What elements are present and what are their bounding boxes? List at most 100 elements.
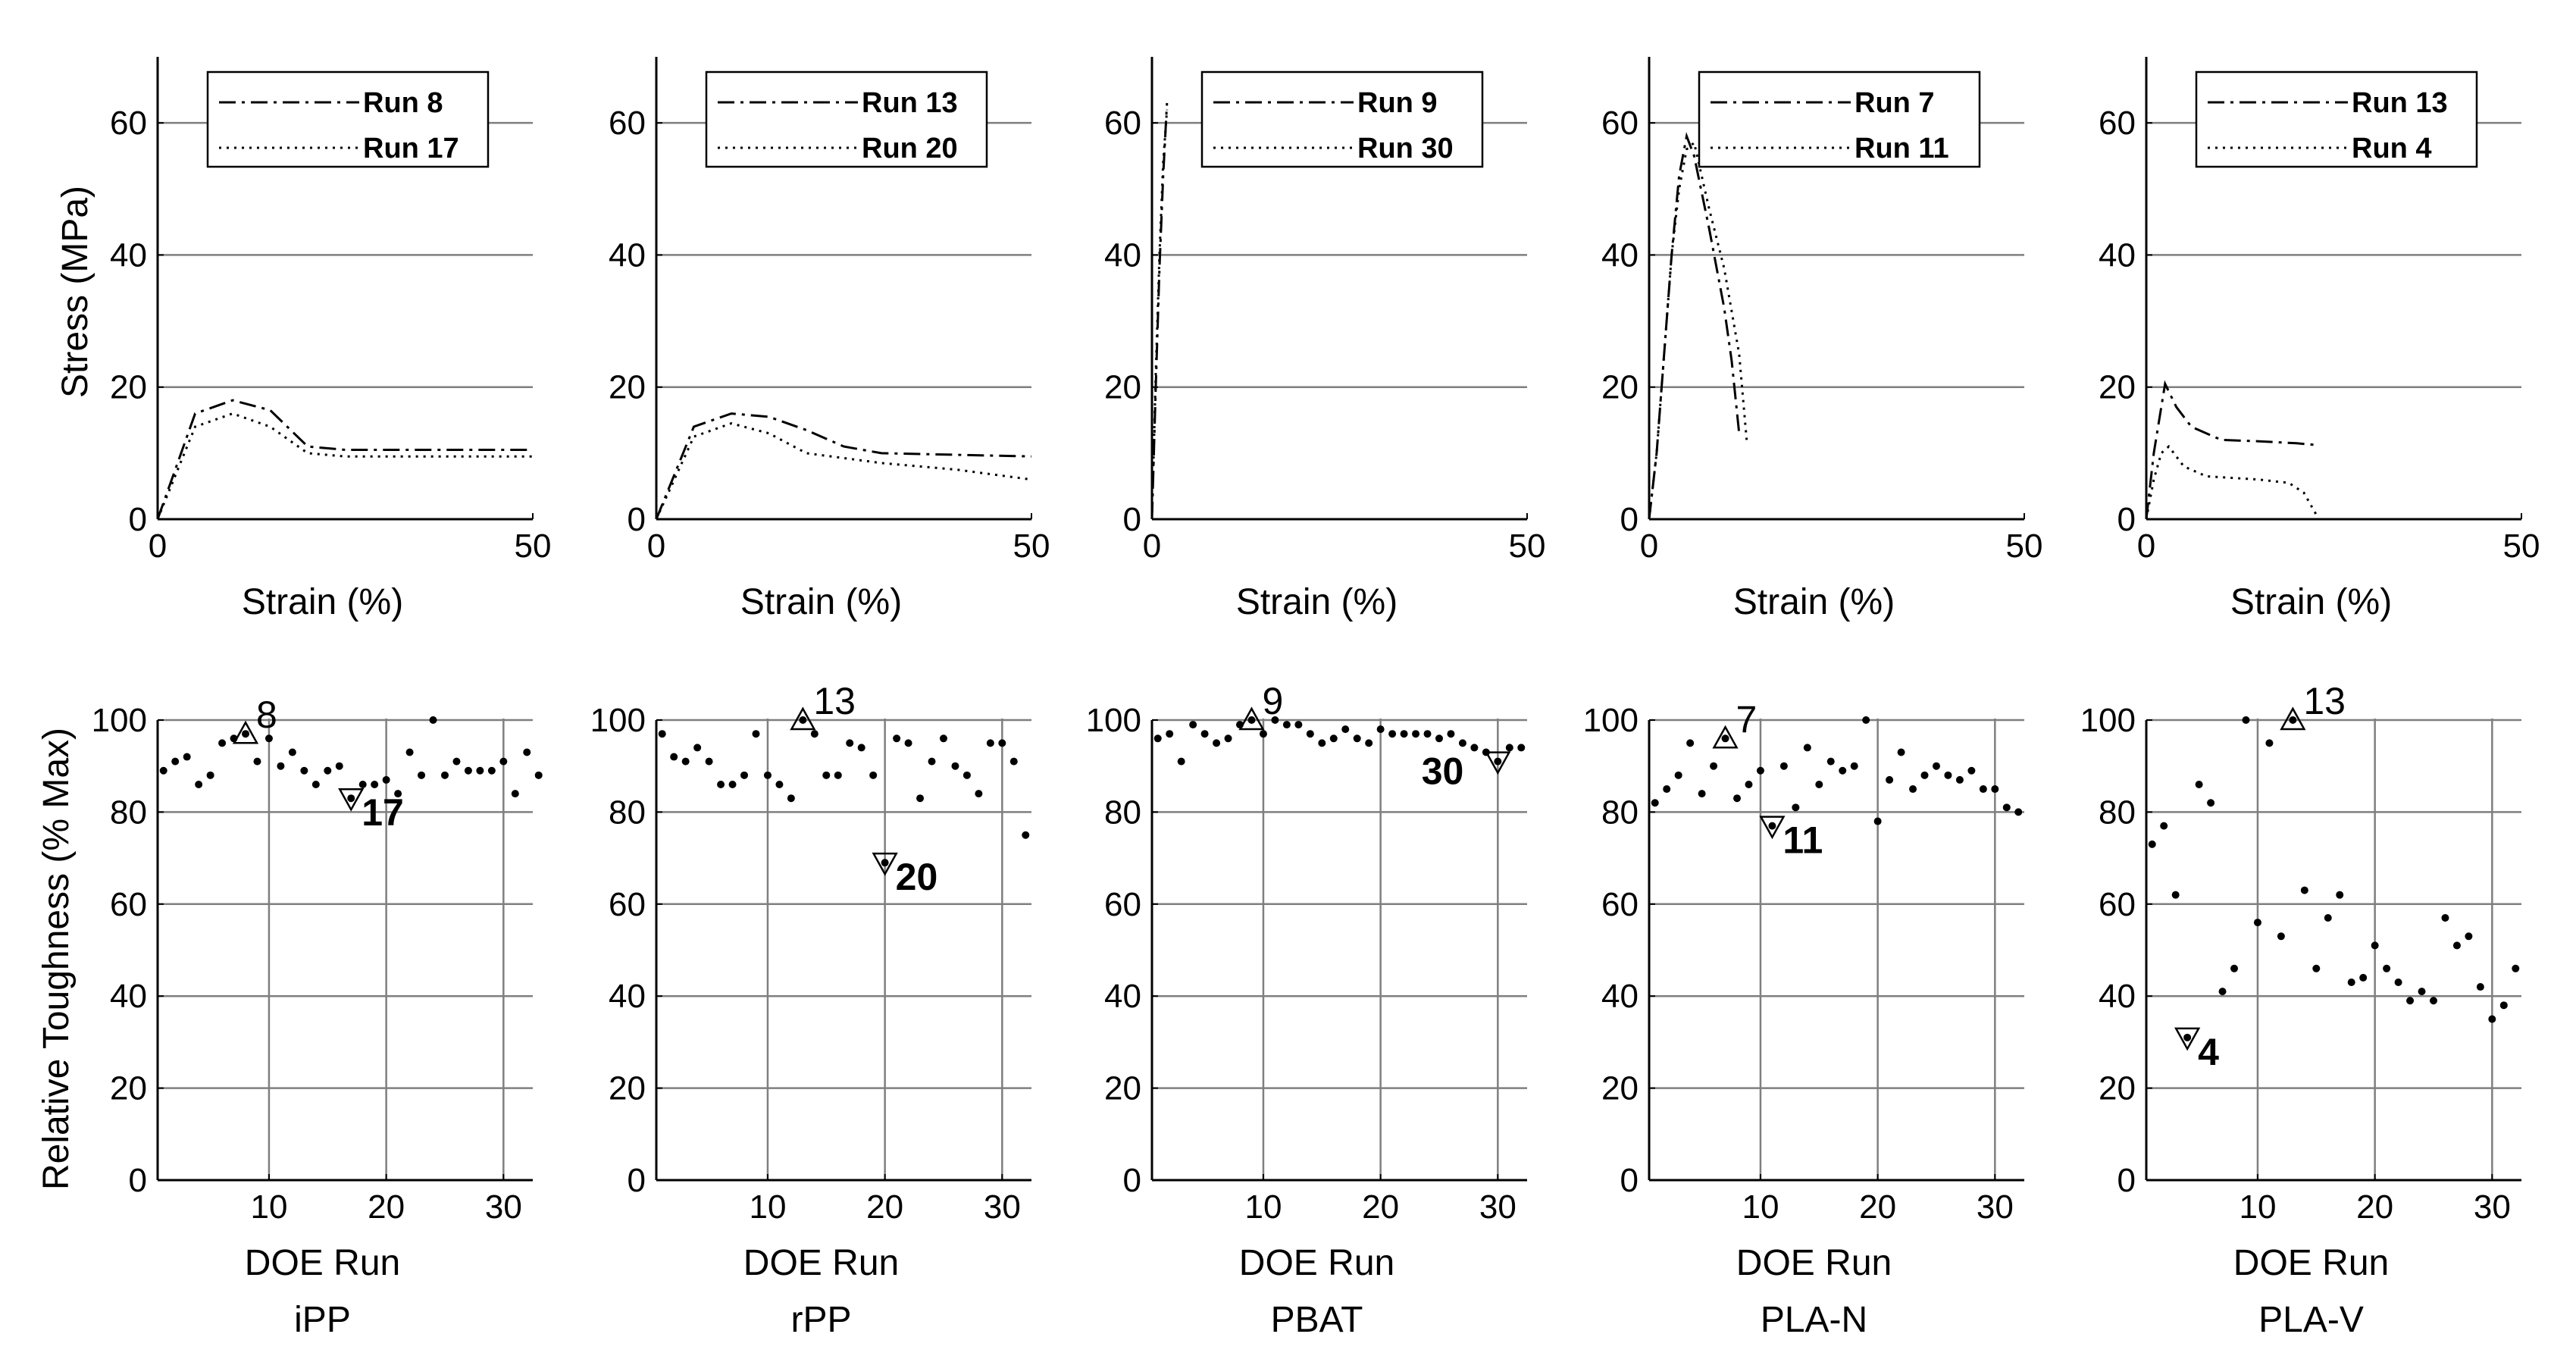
data-point [1815,780,1823,788]
legend-box [1200,70,1484,168]
data-point [810,730,818,738]
data-point [1979,785,1987,794]
legend-box [1698,70,1981,168]
legend: Run 13 Run 20 [705,70,988,168]
data-point [2265,739,2274,747]
data-point [939,734,947,743]
y-tick-label: 20 [2099,369,2136,406]
series-line-a [1648,132,1741,520]
legend-label: Run 17 [363,133,459,164]
data-point [1353,734,1361,743]
max-marker [232,720,259,744]
data-point [1282,721,1291,729]
data-point [752,730,760,738]
x-tick-label: 30 [984,1188,1021,1226]
data-point [1932,762,1940,770]
series-line-a [2145,380,2319,520]
data-point [893,734,901,743]
data-point [2418,988,2426,996]
y-tick-label: 80 [2099,794,2136,831]
y-tick-label: 100 [590,702,646,739]
data-point [1435,734,1443,743]
y-tick-label: 60 [2099,886,2136,923]
min-label: 17 [362,791,404,834]
data-point [1686,739,1695,747]
y-tick-label: 0 [1123,1162,1141,1199]
y-tick-label: 100 [92,702,147,739]
data-point [857,744,865,752]
y-tick-label: 80 [110,794,147,831]
data-point [2253,919,2261,927]
data-point [159,766,167,775]
data-point [405,748,414,756]
x-tick-label: 20 [2356,1188,2393,1226]
min-marker [872,852,898,876]
x-tick-label: 50 [2503,528,2540,565]
series-line-a [156,399,533,520]
min-marker [1485,751,1511,775]
legend-label: Run 7 [1855,87,1935,119]
data-point [2195,780,2203,788]
data-point [799,716,807,724]
data-point [1376,725,1385,734]
data-point [2230,964,2239,972]
data-point [1873,817,1882,825]
y-tick-label: 20 [2099,1070,2136,1107]
data-point [1400,730,1408,738]
data-point [487,766,496,775]
data-point [1294,721,1303,729]
data-point [1909,785,1917,794]
y-tick-label: 20 [1104,1070,1141,1107]
y-tick-label: 60 [110,105,147,142]
data-point [2383,964,2391,972]
data-point [728,780,737,788]
max-marker [2280,706,2306,731]
data-point [335,762,343,770]
data-point [476,766,484,775]
data-point [358,780,367,788]
data-point [1259,730,1267,738]
data-point [928,757,936,766]
data-point [2148,840,2156,848]
y-tick-label: 100 [1583,702,1639,739]
x-tick-label: 50 [1013,528,1050,565]
data-point [511,790,519,798]
y-tick-label: 20 [1104,369,1141,406]
data-point [499,757,508,766]
data-point [300,766,308,775]
y-tick-label: 0 [628,501,646,538]
legend-box [705,70,988,168]
data-point [523,748,531,756]
data-point [1745,780,1753,788]
data-point [1826,757,1835,766]
y-tick-label: 40 [110,978,147,1015]
legend-label: Run 8 [363,87,443,119]
x-tick-label: 30 [1479,1188,1516,1226]
y-tick-label: 0 [2117,501,2136,538]
series-line-b [1648,140,1748,520]
stress-strain-chart-pla-n: 0 20 40 60 0 50 Strain (%) Run 7 Run 11 [1601,57,2042,622]
data-point [2371,941,2379,950]
data-point [2476,983,2484,991]
material-label: PLA-V [2258,1300,2364,1340]
material-label: rPP [790,1300,851,1340]
data-point [195,780,203,788]
data-point [277,762,285,770]
y-tick-label: 40 [110,236,147,274]
data-point [2171,891,2180,899]
x-tick-label: 20 [1859,1188,1896,1226]
data-point [670,753,678,761]
stress-ylabel: Stress (MPa) [55,186,95,398]
data-point [1517,744,1526,752]
y-tick-label: 60 [2099,105,2136,142]
x-tick-label: 20 [368,1188,405,1226]
data-point [1306,730,1314,738]
x-tick-label: 10 [1742,1188,1779,1226]
data-point [1412,730,1420,738]
x-axis-label: Strain (%) [242,582,403,622]
data-point [2300,886,2308,894]
data-point [1213,739,1221,747]
data-point [2014,808,2023,816]
legend: Run 8 Run 17 [206,70,490,168]
